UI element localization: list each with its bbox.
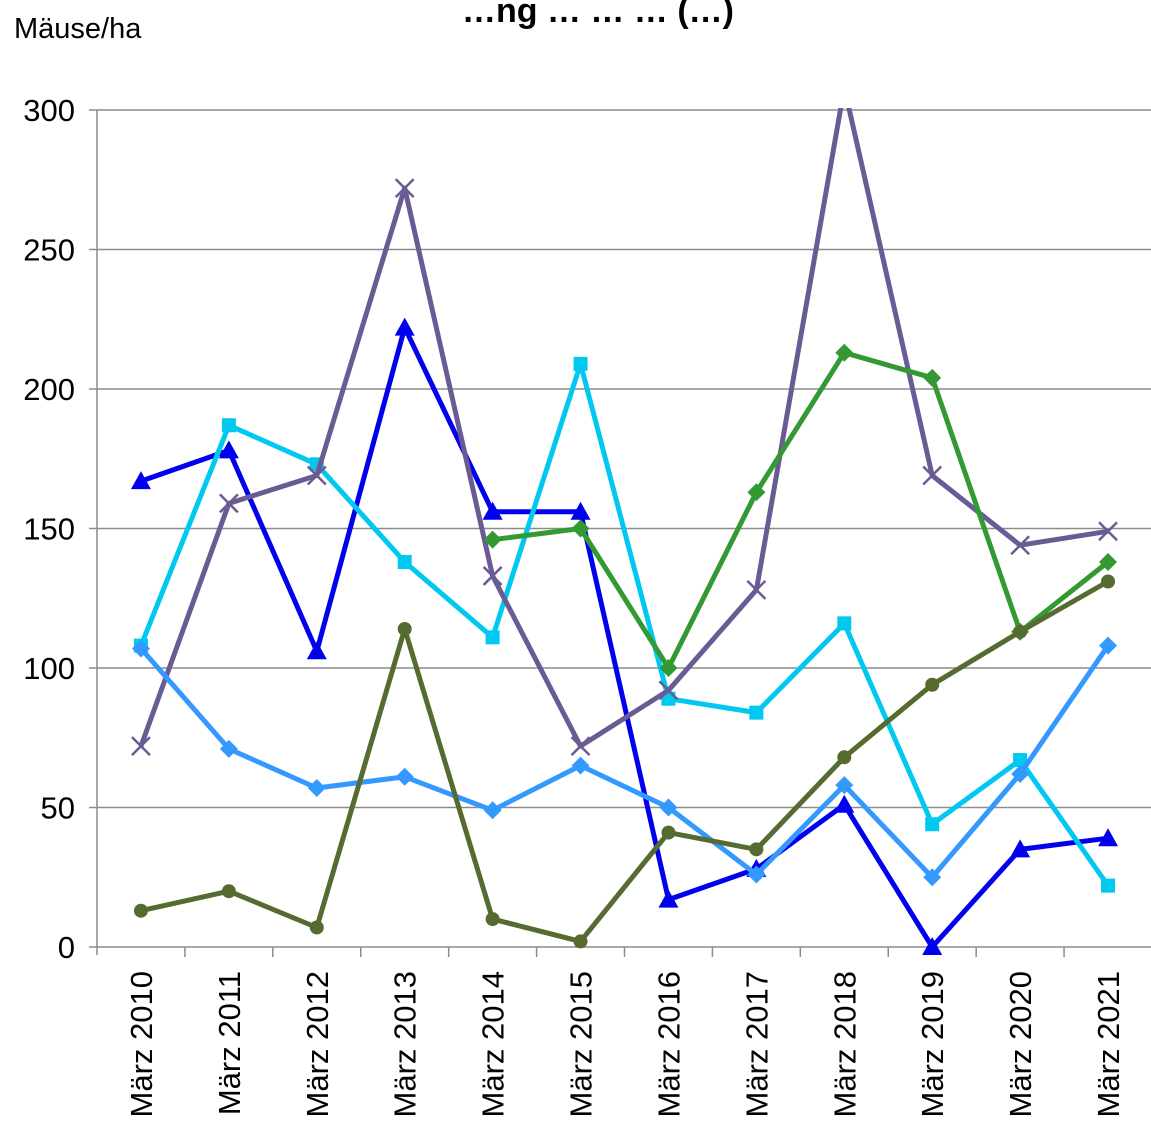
data-point — [484, 801, 502, 819]
data-point — [837, 750, 851, 764]
y-tick-label: 50 — [41, 791, 75, 826]
data-point — [486, 912, 500, 926]
data-point — [923, 369, 941, 387]
data-point — [925, 817, 939, 831]
data-point — [398, 555, 412, 569]
data-point — [661, 826, 675, 840]
axes — [89, 110, 1151, 957]
data-point — [395, 318, 415, 336]
x-tick-label: März 2015 — [564, 971, 599, 1117]
x-tick-label: März 2011 — [212, 971, 247, 1115]
data-point — [398, 622, 412, 636]
data-point — [925, 678, 939, 692]
series-line — [141, 88, 1108, 746]
data-point — [834, 795, 854, 813]
series-4 — [132, 637, 1117, 887]
data-point — [308, 779, 326, 797]
data-point — [572, 757, 590, 775]
y-tick-label: 300 — [23, 93, 75, 128]
y-tick-label: 0 — [58, 930, 75, 965]
y-tick-label: 150 — [23, 512, 75, 547]
series-line — [141, 646, 1108, 878]
series-group — [131, 79, 1118, 955]
data-point — [222, 884, 236, 898]
series-6 — [134, 575, 1115, 949]
data-point — [749, 842, 763, 856]
data-point — [1013, 625, 1027, 639]
x-tick-label: März 2017 — [739, 971, 774, 1117]
data-point — [574, 357, 588, 371]
series-1 — [131, 318, 1118, 955]
x-tick-label: März 2014 — [476, 971, 511, 1117]
x-tick-label: März 2020 — [1003, 971, 1038, 1117]
data-point — [835, 79, 853, 97]
y-tick-label: 250 — [23, 233, 75, 268]
x-tick-label: März 2013 — [388, 971, 423, 1117]
data-point — [307, 641, 327, 659]
x-tick-label: März 2012 — [300, 971, 335, 1117]
data-point — [134, 904, 148, 918]
data-point — [222, 418, 236, 432]
x-tick-label: März 2018 — [827, 971, 862, 1117]
y-tick-labels: 0 50 100 150 200 250 300 — [23, 93, 75, 965]
chart-title: …ng … … … (…) — [462, 0, 734, 30]
data-point — [396, 768, 414, 786]
data-point — [572, 737, 590, 755]
x-tick-labels: März 2010 März 2011 März 2012 März 2013 März… — [124, 971, 1126, 1117]
data-point — [749, 706, 763, 720]
data-point — [1101, 575, 1115, 589]
y-axis-label: Mäuse/ha — [14, 13, 142, 45]
y-tick-label: 200 — [23, 372, 75, 407]
data-point — [574, 934, 588, 948]
series-2 — [134, 357, 1115, 893]
data-point — [1101, 879, 1115, 893]
series-line — [141, 328, 1108, 947]
x-tick-label: März 2019 — [915, 971, 950, 1117]
data-point — [310, 920, 324, 934]
x-tick-label: März 2016 — [651, 971, 686, 1117]
series-3 — [132, 79, 1117, 755]
data-point — [486, 630, 500, 644]
x-tick-label: März 2010 — [124, 971, 159, 1117]
x-tick-label: März 2021 — [1091, 971, 1126, 1117]
y-tick-label: 100 — [23, 651, 75, 686]
data-point — [837, 616, 851, 630]
series-line — [141, 582, 1108, 942]
